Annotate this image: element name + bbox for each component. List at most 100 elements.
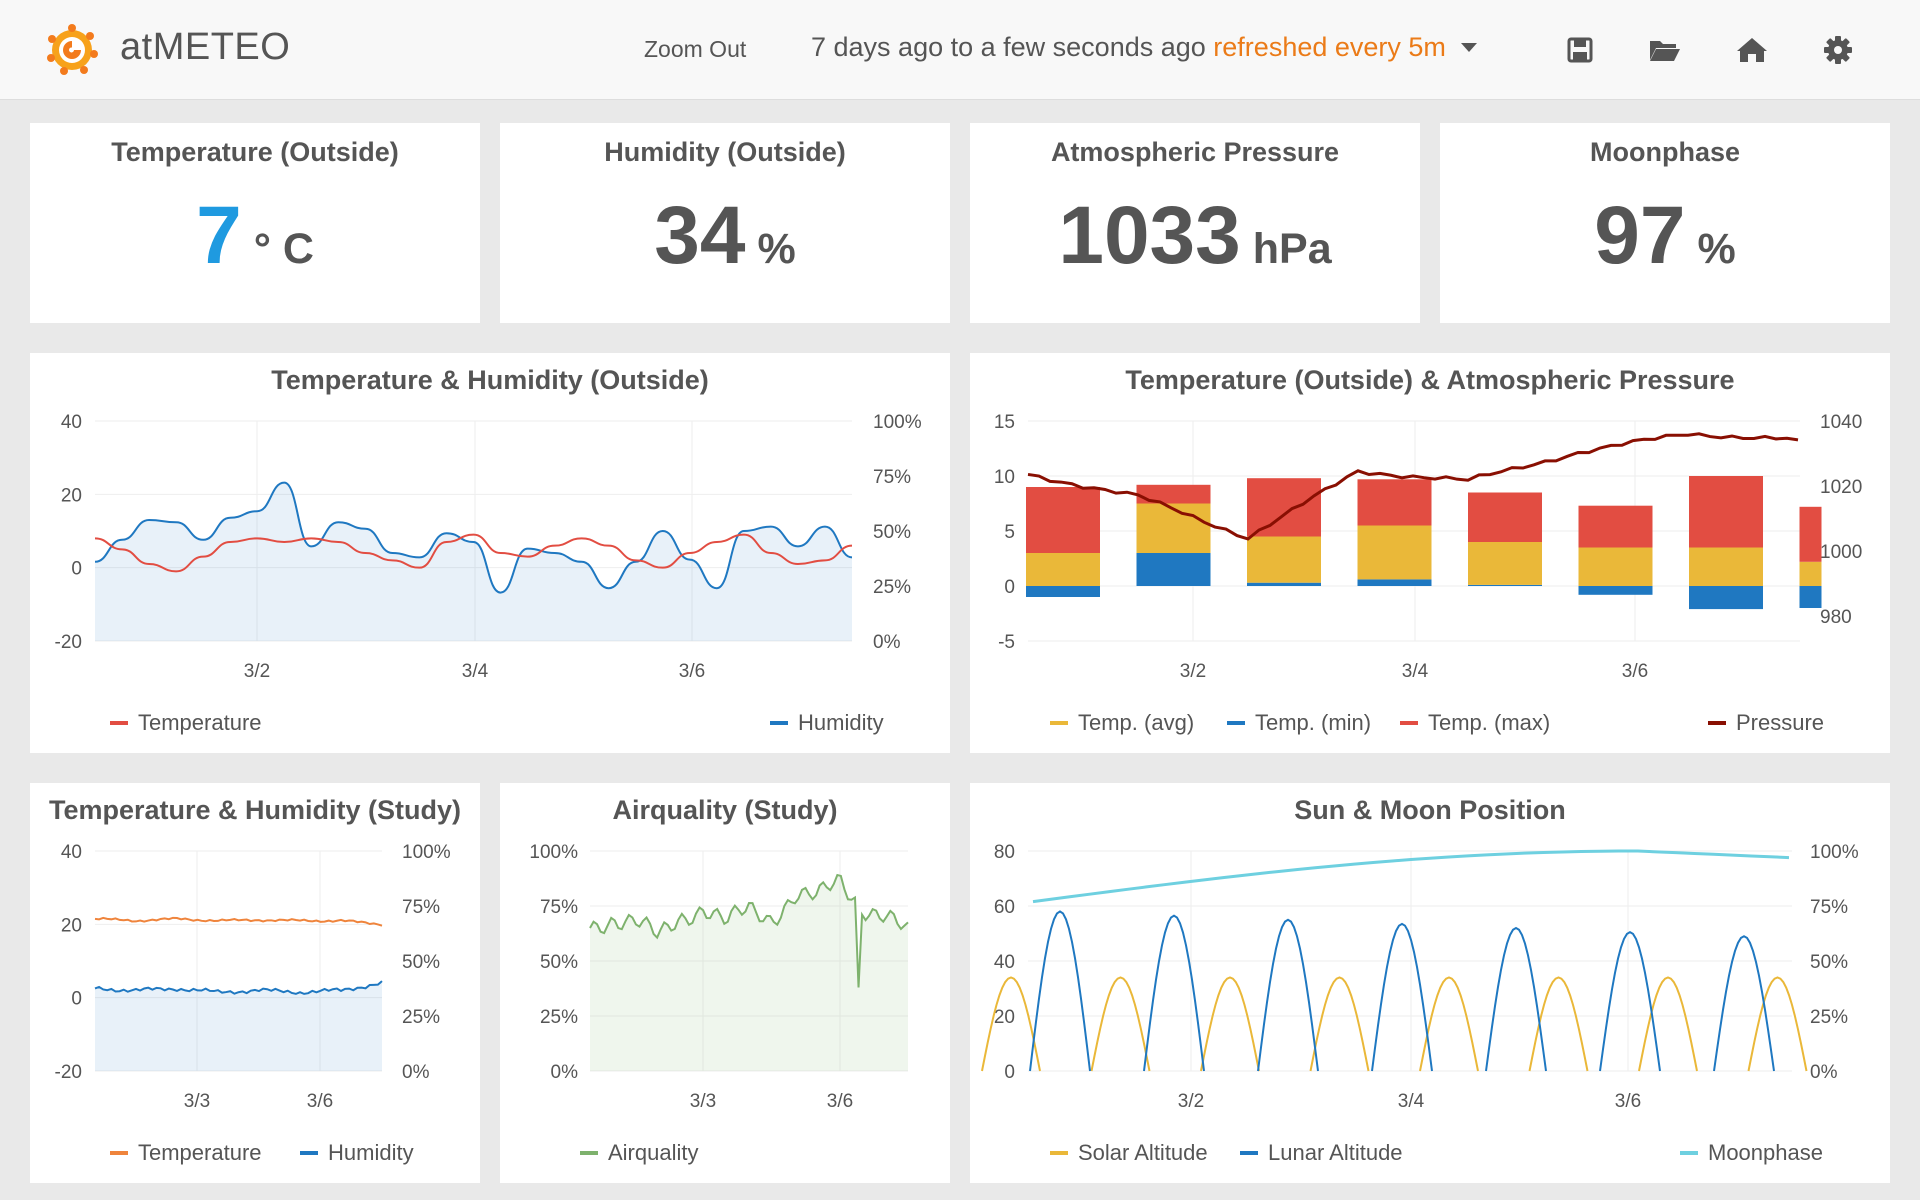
humidity-area — [95, 981, 382, 1071]
y-tick-label: 0% — [1810, 1062, 1838, 1083]
x-tick-label: 3/6 — [827, 1091, 853, 1112]
stat-number: 34 — [654, 190, 746, 281]
airquality-line — [589, 873, 909, 988]
y-tick-label: 15 — [994, 412, 1015, 433]
y-tick-label: 40 — [61, 412, 82, 433]
y-tick-label: 0% — [551, 1062, 579, 1083]
gear-icon[interactable] — [1820, 32, 1856, 68]
humidity-line — [94, 481, 853, 594]
y-tick-label: 1000 — [1820, 542, 1862, 563]
y-tick-label: 980 — [1820, 607, 1852, 628]
bar-temp-avg — [1799, 561, 1822, 586]
legend-label: Humidity — [798, 710, 884, 735]
legend-label: Temp. (max) — [1428, 710, 1550, 735]
x-tick-label: 3/6 — [1615, 1091, 1641, 1112]
stat-value: 34% — [500, 189, 950, 283]
y-tick-label: -20 — [55, 1062, 82, 1083]
y-tick-label: 0 — [1004, 577, 1015, 598]
bar-temp-min — [1136, 553, 1211, 586]
stat-panel-temperature-outside: Temperature (Outside) 7 ° C — [30, 123, 480, 323]
bar-temp-max — [1468, 492, 1542, 542]
graph-panel-airquality-study: Airquality (Study) 100% 75% 50% 25% 0% 3/3 3/6… — [500, 783, 950, 1183]
stat-number: 97 — [1594, 190, 1686, 281]
panel-title[interactable]: Temperature & Humidity (Study) — [48, 795, 462, 825]
x-tick-label: 3/2 — [1178, 1091, 1204, 1112]
panel-title[interactable]: Moonphase — [1589, 137, 1740, 167]
y-tick-label: 75% — [402, 897, 440, 918]
legend-label: Airquality — [608, 1140, 698, 1165]
humidity-area — [95, 482, 852, 641]
chart-sun-moon[interactable]: 80 60 40 20 0 100% 75% 50% 25% 0% 3/2 3/4 3/6 Solar A… — [970, 783, 1890, 1183]
legend-label: Temperature — [138, 710, 262, 735]
graph-panel-sun-moon: Sun & Moon Position 80 60 40 20 0 100% 75% 50% 2… — [970, 783, 1890, 1183]
x-tick-label: 3/2 — [1180, 661, 1206, 682]
legend-label: Pressure — [1736, 710, 1824, 735]
bar-temp-max — [1247, 478, 1321, 537]
stat-panel-humidity-outside: Humidity (Outside) 34% — [500, 123, 950, 323]
home-icon[interactable] — [1734, 32, 1770, 68]
bar-temp-avg — [1689, 547, 1763, 586]
panel-title[interactable]: Temperature & Humidity (Outside) — [271, 365, 709, 395]
bar-temp-min — [1357, 579, 1432, 586]
y-tick-label: 40 — [61, 842, 82, 863]
bar-temp-max — [1026, 487, 1100, 553]
brand-title[interactable]: atMETEO — [120, 26, 291, 68]
bar-temp-min — [1026, 586, 1100, 597]
y-tick-label: 1040 — [1820, 412, 1862, 433]
bar-temp-max — [1578, 505, 1653, 548]
stat-panel-moonphase: Moonphase 97% — [1440, 123, 1890, 323]
solar-altitude-line — [981, 976, 1808, 1072]
panel-title[interactable]: Airquality (Study) — [612, 795, 838, 825]
time-range-picker[interactable]: 7 days ago to a few seconds ago refreshe… — [811, 32, 1478, 63]
x-tick-label: 3/6 — [307, 1091, 333, 1112]
y-tick-label: 25% — [540, 1007, 578, 1028]
legend-label: Solar Altitude — [1078, 1140, 1208, 1165]
bar-temp-max — [1799, 506, 1822, 562]
panel-title[interactable]: Atmospheric Pressure — [1050, 137, 1340, 167]
x-tick-label: 3/6 — [679, 661, 705, 682]
y-tick-label: 10 — [994, 467, 1015, 488]
stat-unit: % — [1697, 225, 1736, 273]
y-tick-label: 50% — [873, 522, 911, 543]
x-tick-label: 3/2 — [244, 661, 270, 682]
legend-label: Temp. (min) — [1255, 710, 1371, 735]
chart-airquality-study[interactable]: 100% 75% 50% 25% 0% 3/3 3/6 Airquality — [500, 783, 950, 1183]
bar-temp-min — [1247, 582, 1321, 586]
grafana-logo-icon[interactable] — [46, 24, 98, 76]
folder-open-icon[interactable] — [1646, 32, 1682, 68]
bar-temp-avg — [1136, 503, 1211, 553]
time-range-text: 7 days ago to a few seconds ago — [811, 32, 1206, 62]
zoom-out-button[interactable]: Zoom Out — [644, 36, 747, 62]
save-icon[interactable] — [1562, 32, 1598, 68]
bar-temp-avg — [1357, 525, 1432, 580]
y-tick-label: 60 — [994, 897, 1015, 918]
legend-label: Temperature — [138, 1140, 262, 1165]
legend-label: Temp. (avg) — [1078, 710, 1194, 735]
chart-temp-humidity-study[interactable]: 40 20 0 -20 100% 75% 50% 25% 0% 3/3 3/6 Temperature… — [30, 783, 480, 1183]
chart-temp-humidity-outside[interactable]: 40 20 0 -20 100% 75% 50% 25% 0% 3/2 3/4 3/6 Temperat… — [30, 353, 950, 753]
y-tick-label: 0% — [873, 632, 901, 653]
refresh-interval-text: refreshed every 5m — [1213, 32, 1446, 62]
temperature-line — [94, 533, 853, 573]
panel-title[interactable]: Humidity (Outside) — [604, 137, 846, 167]
y-tick-label: 20 — [61, 485, 82, 506]
y-tick-label: 5 — [1004, 522, 1015, 543]
top-navbar: atMETEO Zoom Out 7 days ago to a few sec… — [0, 0, 1920, 100]
stat-number: 7 — [196, 190, 242, 281]
y-tick-label: 20 — [994, 1007, 1015, 1028]
bar-temp-max — [1357, 479, 1432, 526]
panel-title[interactable]: Temperature (Outside) — [111, 137, 399, 167]
y-tick-label: 100% — [1810, 842, 1859, 863]
chart-temp-pressure[interactable]: 15 10 5 0 -5 1040 1020 1000 980 3/2 3/4 3/6 Temp. (a… — [970, 353, 1890, 753]
pressure-line — [1027, 432, 1799, 541]
stat-panel-atmospheric-pressure: Atmospheric Pressure 1033 hPa — [970, 123, 1420, 323]
bar-temp-avg — [1026, 553, 1100, 586]
panel-title[interactable]: Sun & Moon Position — [1294, 795, 1566, 825]
bar-temp-avg — [1578, 547, 1653, 586]
y-tick-label: 1020 — [1820, 477, 1862, 498]
graph-panel-temp-humidity-study: Temperature & Humidity (Study) 40 20 0 -20 1… — [30, 783, 480, 1183]
bar-temp-avg — [1468, 542, 1542, 585]
panel-title[interactable]: Temperature (Outside) & Atmospheric Pres… — [1125, 365, 1735, 395]
stat-unit: ° C — [253, 225, 314, 273]
x-tick-label: 3/3 — [184, 1091, 210, 1112]
